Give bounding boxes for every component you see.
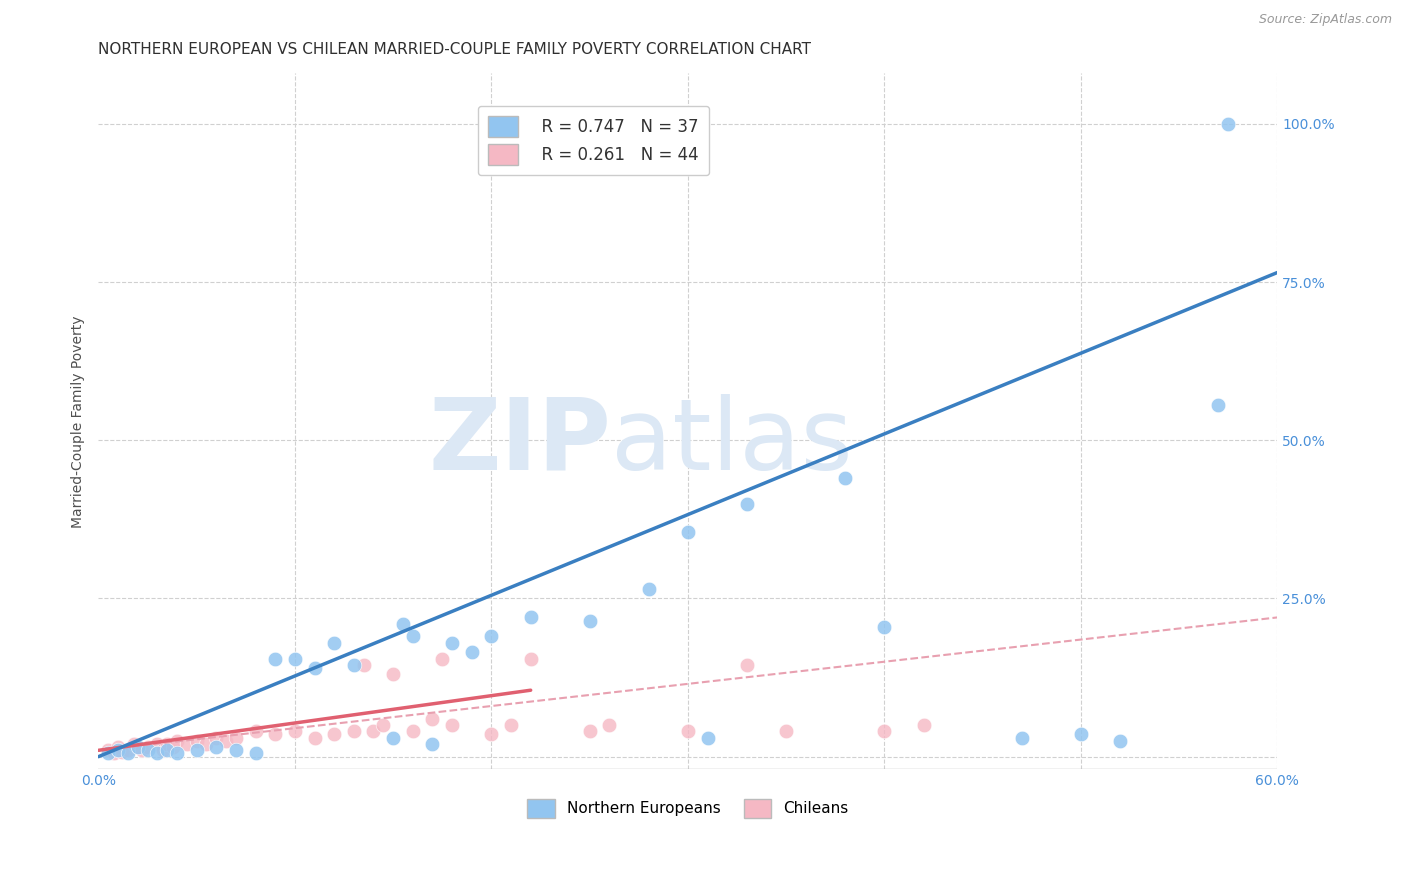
Point [146,737,169,751]
Point [382,731,405,745]
Point [1109,734,1132,748]
Point [578,724,600,739]
Point [284,651,307,665]
Point [912,718,935,732]
Point [186,734,208,748]
Point [284,724,307,739]
Point [1218,117,1240,131]
Point [127,740,149,755]
Point [97,743,120,757]
Point [205,731,228,745]
Point [103,747,125,761]
Point [735,496,758,510]
Point [304,731,326,745]
Point [422,737,444,751]
Point [519,651,541,665]
Point [479,727,502,741]
Point [127,740,149,755]
Point [392,616,415,631]
Point [176,737,198,751]
Point [97,747,120,761]
Point [479,629,502,643]
Text: ZIP: ZIP [429,393,612,491]
Point [402,724,425,739]
Point [499,718,522,732]
Text: Source: ZipAtlas.com: Source: ZipAtlas.com [1258,13,1392,27]
Point [117,743,139,757]
Point [215,734,238,748]
Point [166,747,188,761]
Y-axis label: Married-Couple Family Poverty: Married-Couple Family Poverty [72,315,86,527]
Point [162,740,184,755]
Point [264,651,287,665]
Point [117,747,139,761]
Point [195,737,218,751]
Point [432,651,454,665]
Text: atlas: atlas [612,393,853,491]
Point [441,718,464,732]
Point [637,582,659,596]
Point [136,743,159,757]
Point [775,724,797,739]
Point [1011,731,1033,745]
Point [834,471,856,485]
Point [578,614,600,628]
Point [245,747,267,761]
Point [735,657,758,672]
Point [676,524,699,539]
Point [107,743,129,757]
Point [186,743,208,757]
Legend: Northern Europeans, Chileans: Northern Europeans, Chileans [522,792,855,824]
Point [156,743,179,757]
Point [146,747,169,761]
Point [205,740,228,755]
Point [696,731,718,745]
Point [1208,399,1230,413]
Point [519,610,541,624]
Point [343,724,366,739]
Point [402,629,425,643]
Point [264,727,287,741]
Point [136,740,159,755]
Point [873,620,896,634]
Point [131,743,153,757]
Point [382,667,405,681]
Point [122,737,145,751]
Point [422,712,444,726]
Point [873,724,896,739]
Point [353,657,375,672]
Point [373,718,395,732]
Point [441,636,464,650]
Point [156,737,179,751]
Point [107,740,129,755]
Point [225,731,247,745]
Point [323,727,346,741]
Text: NORTHERN EUROPEAN VS CHILEAN MARRIED-COUPLE FAMILY POVERTY CORRELATION CHART: NORTHERN EUROPEAN VS CHILEAN MARRIED-COU… [98,42,811,57]
Point [598,718,620,732]
Point [1070,727,1092,741]
Point [111,745,134,759]
Point [676,724,699,739]
Point [166,734,188,748]
Point [461,645,484,659]
Point [225,743,247,757]
Point [323,636,346,650]
Point [152,743,174,757]
Point [245,724,267,739]
Point [343,657,366,672]
Point [304,661,326,675]
Point [363,724,385,739]
